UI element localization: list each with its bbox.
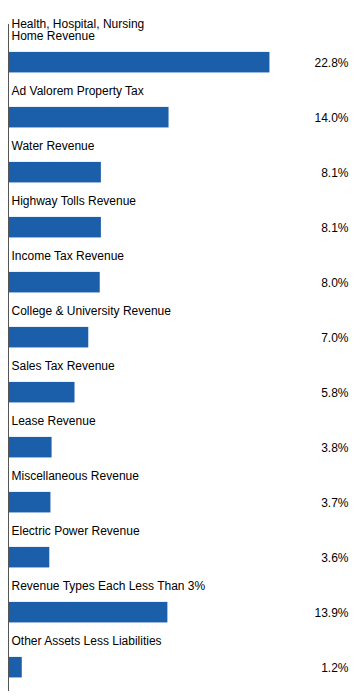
svg-text:5.8%: 5.8% [321, 386, 349, 400]
svg-text:3.8%: 3.8% [321, 441, 349, 455]
svg-text:22.8%: 22.8% [314, 56, 348, 70]
svg-text:Other Assets Less Liabilities: Other Assets Less Liabilities [12, 634, 162, 648]
svg-text:3.6%: 3.6% [321, 551, 349, 565]
svg-text:3.7%: 3.7% [321, 496, 349, 510]
svg-text:Sales Tax Revenue: Sales Tax Revenue [12, 359, 116, 373]
svg-text:College & University Revenue: College & University Revenue [12, 304, 172, 318]
svg-text:14.0%: 14.0% [314, 111, 348, 125]
svg-text:Electric Power Revenue: Electric Power Revenue [12, 524, 140, 538]
svg-text:Highway Tolls Revenue: Highway Tolls Revenue [12, 194, 137, 208]
svg-text:Water Revenue: Water Revenue [12, 139, 95, 153]
svg-text:8.0%: 8.0% [321, 276, 349, 290]
svg-text:8.1%: 8.1% [321, 221, 349, 235]
svg-text:Health, Hospital, NursingHome: Health, Hospital, NursingHome Revenue [12, 17, 145, 43]
svg-text:13.9%: 13.9% [314, 606, 348, 620]
svg-text:7.0%: 7.0% [321, 331, 349, 345]
svg-text:Miscellaneous Revenue: Miscellaneous Revenue [12, 469, 140, 483]
svg-text:8.1%: 8.1% [321, 166, 349, 180]
svg-text:Lease Revenue: Lease Revenue [12, 414, 96, 428]
svg-text:Revenue Types Each Less Than 3: Revenue Types Each Less Than 3% [12, 579, 206, 593]
svg-text:Income Tax Revenue: Income Tax Revenue [12, 249, 125, 263]
svg-text:Ad Valorem Property Tax: Ad Valorem Property Tax [12, 84, 144, 98]
svg-text:1.2%: 1.2% [321, 661, 349, 675]
